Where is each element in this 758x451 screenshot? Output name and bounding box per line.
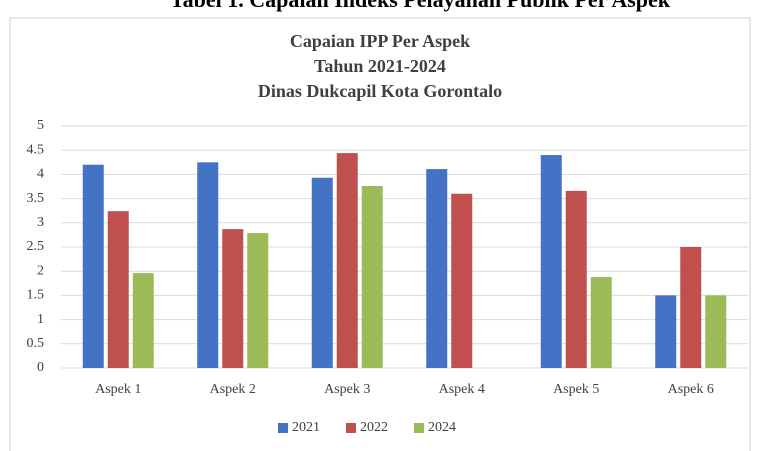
x-tick-label: Aspek 3 xyxy=(324,382,370,397)
legend-swatch xyxy=(278,423,288,433)
bar xyxy=(361,186,383,368)
chart-title: Capaian IPP Per Aspek xyxy=(290,31,470,51)
bar xyxy=(451,193,473,368)
y-tick-label: 1 xyxy=(37,312,44,327)
y-tick-label: 1.5 xyxy=(27,288,45,303)
bar xyxy=(705,295,727,368)
legend-label: 2024 xyxy=(428,420,456,435)
bar xyxy=(82,164,104,368)
x-tick-label: Aspek 6 xyxy=(668,382,714,397)
bar xyxy=(565,190,587,368)
y-tick-label: 2 xyxy=(37,263,44,278)
bar xyxy=(540,155,562,368)
x-tick-label: Aspek 1 xyxy=(95,382,141,397)
bar xyxy=(107,211,129,368)
bar xyxy=(680,247,702,368)
y-tick-label: 3 xyxy=(37,215,44,230)
y-tick-label: 3.5 xyxy=(27,191,45,206)
y-tick-label: 2.5 xyxy=(27,239,45,254)
y-tick-label: 4.5 xyxy=(27,142,45,157)
chart-subtitle: Tahun 2021-2024 xyxy=(314,56,446,76)
page-header: Tabel 1. Capaian Indeks Pelayanan Publik… xyxy=(170,0,671,12)
x-tick-label: Aspek 4 xyxy=(439,382,485,397)
legend-label: 2022 xyxy=(360,420,388,435)
bar xyxy=(247,232,269,368)
y-tick-label: 4 xyxy=(37,167,44,182)
legend-swatch xyxy=(346,423,356,433)
bar xyxy=(222,229,244,368)
x-tick-label: Aspek 5 xyxy=(553,382,599,397)
y-tick-label: 0.5 xyxy=(27,336,45,351)
bar xyxy=(655,295,677,368)
x-tick-label: Aspek 2 xyxy=(210,382,256,397)
bar xyxy=(132,273,154,368)
bar xyxy=(426,169,448,368)
bar xyxy=(197,162,219,368)
bar xyxy=(311,177,333,368)
y-tick-label: 0 xyxy=(37,360,44,375)
legend-label: 2021 xyxy=(292,420,320,435)
legend-swatch xyxy=(414,423,424,433)
bar xyxy=(336,153,358,368)
chart-subtitle: Dinas Dukcapil Kota Gorontalo xyxy=(258,81,502,101)
bar xyxy=(590,277,612,368)
y-tick-label: 5 xyxy=(37,118,44,133)
